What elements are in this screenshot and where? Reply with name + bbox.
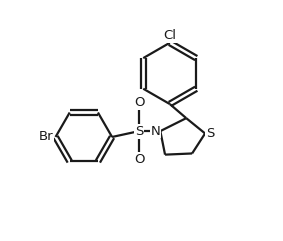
Text: O: O	[134, 153, 144, 166]
Text: Br: Br	[39, 130, 53, 143]
Text: S: S	[206, 127, 215, 140]
Text: O: O	[134, 96, 144, 109]
Text: N: N	[150, 125, 160, 138]
Text: S: S	[135, 125, 143, 138]
Text: Cl: Cl	[163, 29, 176, 42]
